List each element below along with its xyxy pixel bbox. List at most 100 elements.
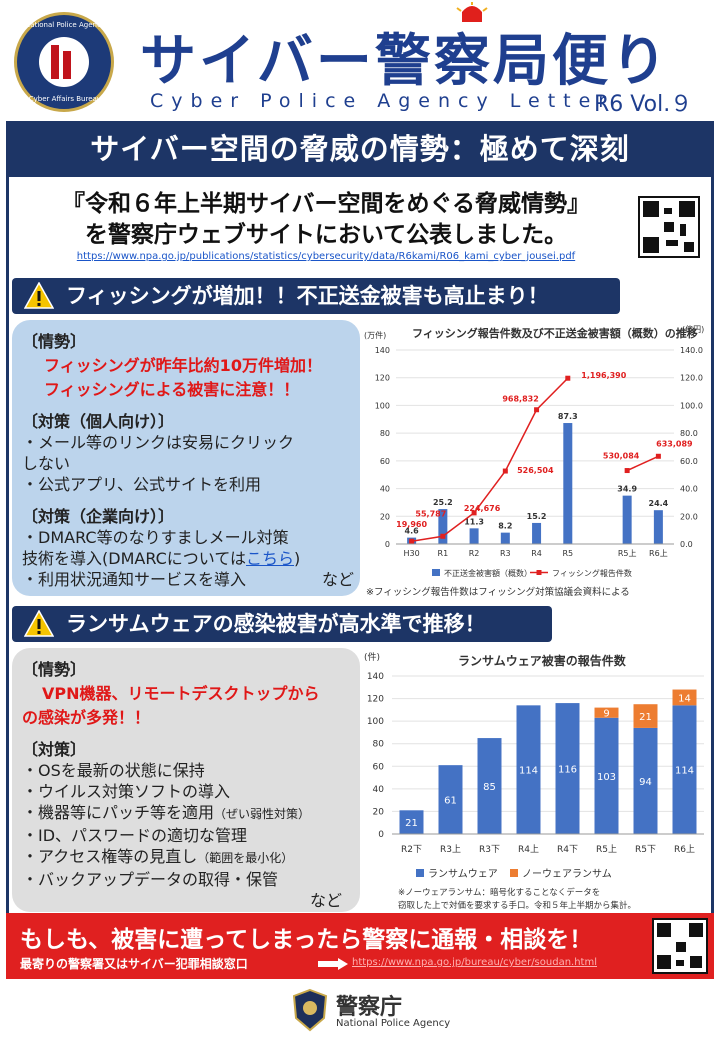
fraud-loss-label: 11.3 (464, 517, 484, 526)
section-phishing-heading: フィッシングが増加！！不正送金被害も高止まり！ (12, 278, 620, 314)
phishing-report-label: 633,089 (656, 439, 693, 448)
phishing-report-label: 19,960 (396, 520, 427, 529)
legend-label-fraud-loss: 不正送金被害額（概数） (444, 568, 532, 578)
phishing-report-label: 526,504 (517, 466, 554, 475)
phishing-report-label: 224,676 (464, 504, 501, 513)
x-tick-label: R3 (500, 549, 511, 558)
noware-ransom-label: 14 (678, 693, 691, 704)
fraud-loss-label: 4.6 (405, 527, 420, 536)
fraud-loss-label: 15.2 (527, 512, 547, 521)
emblem-ring-top: National Police Agency (25, 21, 105, 29)
etc-label: など (321, 570, 354, 589)
fraud-loss-label: 34.9 (617, 485, 637, 494)
warning-icon (24, 610, 54, 637)
fraud-loss-bar (532, 522, 542, 544)
fraud-loss-bar (469, 528, 479, 544)
x-tick-label: R5上 (596, 844, 617, 855)
right-tick-label: 140.0 (680, 346, 703, 355)
fraud-loss-label: 24.4 (649, 499, 669, 508)
ransomware-measures-label: 〔対策〕 (22, 740, 87, 759)
fraud-loss-bar (500, 532, 510, 544)
ransomware-bar (672, 705, 697, 834)
consultation-link[interactable]: https://www.npa.go.jp/bureau/cyber/souda… (352, 957, 597, 968)
ransomware-measure-3-note: （ぜい弱性対策） (214, 807, 311, 821)
legend-swatch-ransomware (416, 869, 424, 877)
ransomware-label: 94 (639, 777, 652, 788)
phishing-report-point (624, 468, 630, 474)
ransomware-bar (633, 727, 658, 834)
x-tick-label: R2下 (401, 845, 422, 855)
left-tick-label: 0 (385, 540, 390, 549)
fraud-loss-bar (622, 495, 632, 544)
phishing-chart-title: フィッシング報告件数及び不正送金被害額（概数）の推移 (412, 327, 698, 340)
qr-code-consultation[interactable] (652, 918, 708, 974)
announcement-line2: を警察庁ウェブサイトにおいて公表しました。 (84, 222, 568, 248)
noware-ransom-bar (594, 707, 619, 718)
fraud-loss-bar (653, 510, 663, 544)
legend-label-phishing: フィッシング報告件数 (552, 568, 632, 578)
ransomware-measure-6: ・バックアップデータの取得・保管 (22, 870, 279, 889)
right-tick-label: 100.0 (680, 401, 703, 410)
ransomware-label: 114 (675, 766, 694, 777)
cyber-affairs-bureau-emblem: National Police Agency Cyber Affairs Bur… (14, 12, 114, 112)
newsletter-title: サイバー警察局便り (140, 29, 670, 94)
ransomware-chart-note-1: ※ノーウェアランサム：暗号化することなくデータを (398, 887, 600, 898)
y-tick-label: 0 (378, 830, 384, 840)
phishing-situation-line2: フィッシングによる被害に注意！！ (44, 380, 300, 399)
alert-headline: もしも、被害に遭ってしまったら警察に通報・相談を！ (20, 927, 593, 953)
y-tick-label: 80 (373, 740, 385, 750)
y-tick-label: 60 (373, 762, 385, 772)
ransomware-measure-4: ・ID、パスワードの適切な管理 (22, 826, 248, 845)
corporate-measure-2: ・利用状況通知サービスを導入 など (22, 569, 354, 590)
dmarc-close-paren: ) (294, 549, 301, 568)
fraud-loss-bar (563, 423, 573, 544)
report-url-link[interactable]: https://www.npa.go.jp/publications/stati… (76, 251, 576, 262)
x-tick-label: R2 (469, 549, 480, 558)
ransomware-situation-line1: VPN機器、リモートデスクトップから (42, 684, 320, 703)
section-phishing-title: フィッシングが増加！！不正送金被害も高止まり！ (66, 284, 549, 308)
corporate-measures-label: 〔対策（企業向け）〕 (22, 507, 175, 526)
x-tick-label: R6上 (649, 549, 668, 558)
y-tick-label: 120 (367, 695, 384, 705)
noware-ransom-bar (672, 689, 697, 706)
headline-banner: サイバー空間の脅威の情勢：極めて深刻 (6, 121, 714, 177)
announcement-line1: 『令和６年上半期サイバー空間をめぐる脅威情勢』 (61, 191, 591, 217)
corporate-measure-2-text: ・利用状況通知サービスを導入 (22, 570, 247, 589)
dmarc-link[interactable]: こちら (246, 549, 295, 568)
x-tick-label: R5下 (635, 845, 656, 855)
ransomware-info-panel: 〔情勢〕 VPN機器、リモートデスクトップから の感染が多発！！ 〔対策〕 ・O… (12, 648, 360, 912)
personal-measure-1-cont: しない (22, 454, 71, 473)
npa-name-en: National Police Agency (336, 1018, 451, 1029)
ransomware-bar (555, 703, 580, 834)
section-ransomware-heading: ランサムウェアの感染被害が高水準で推移！ (12, 606, 552, 642)
ransomware-measure-5-note: （範囲を最小化） (197, 851, 294, 865)
ransomware-measure-1: ・OSを最新の状態に保持 (22, 761, 205, 780)
phishing-report-point (471, 510, 477, 516)
left-tick-label: 20 (380, 512, 390, 521)
legend-swatch-fraud-loss (432, 569, 440, 576)
y-tick-label: 140 (367, 672, 384, 682)
ransomware-chart: (件) 0 20 40 60 80 100 120 140 21 61 85 114 116 103 9 94 2… (364, 651, 704, 911)
siren-icon (456, 2, 488, 22)
ransomware-bar (438, 765, 463, 834)
phishing-report-label: 55,787 (415, 509, 446, 518)
ransomware-bar (399, 810, 424, 834)
ransomware-label: 85 (483, 782, 496, 793)
arrow-right-icon (318, 958, 348, 970)
ransomware-label: 116 (558, 765, 577, 776)
phishing-report-point (502, 468, 508, 474)
newsletter-subtitle: Cyber Police Agency Letter (150, 90, 615, 112)
x-tick-label: R3下 (479, 845, 500, 855)
ransomware-bar (477, 738, 502, 834)
phishing-report-point (534, 407, 540, 413)
ransomware-label: 114 (519, 766, 538, 777)
alert-subtext: 最寄りの警察署又はサイバー犯罪相談窓口 (20, 957, 248, 971)
ransomware-measure-5: ・アクセス権等の見直し（範囲を最小化） (22, 846, 350, 869)
volume-label: R6 Vol.９ (594, 92, 693, 117)
qr-code-report[interactable] (638, 196, 700, 258)
y-axis-unit: (件) (364, 651, 380, 663)
right-tick-label: 80.0 (680, 429, 698, 438)
personal-measures-label: 〔対策（個人向け）〕 (22, 412, 175, 431)
phishing-report-label: 968,832 (502, 395, 538, 404)
legend-swatch-phishing-point (536, 570, 542, 575)
